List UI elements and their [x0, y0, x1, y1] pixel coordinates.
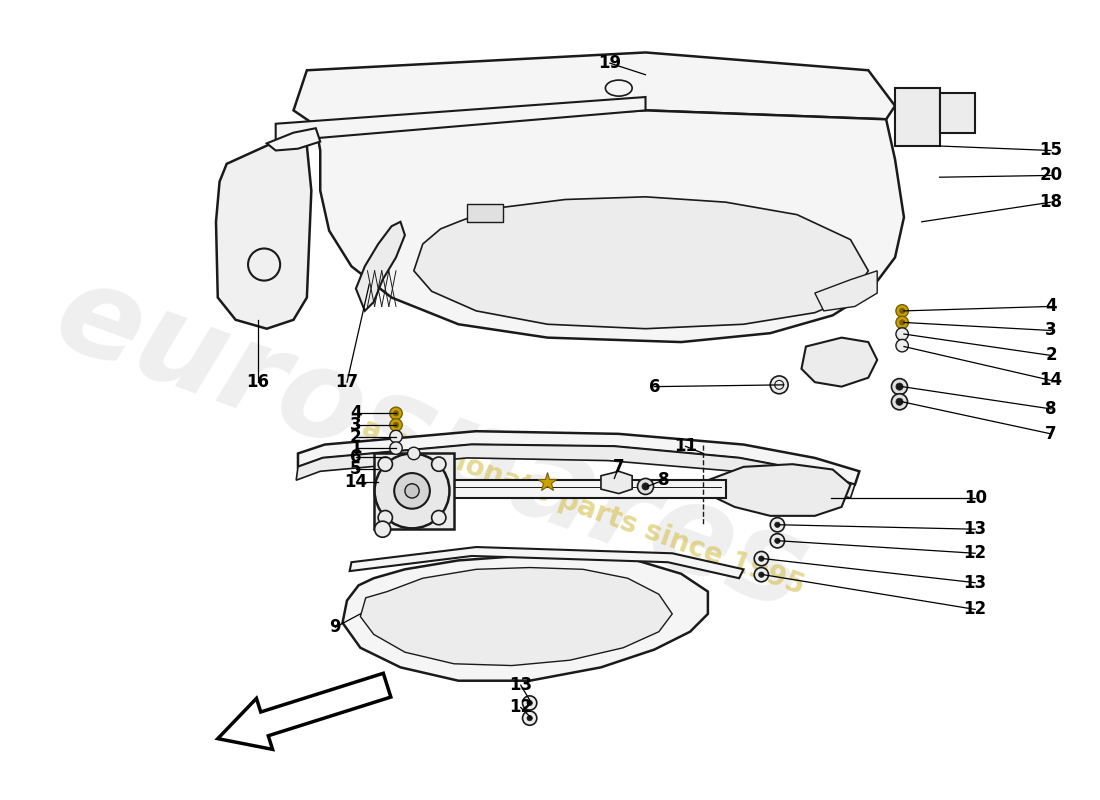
Circle shape: [900, 308, 905, 314]
Text: 5: 5: [350, 460, 362, 478]
Text: 4: 4: [1045, 298, 1057, 315]
Polygon shape: [708, 464, 850, 516]
Circle shape: [389, 418, 403, 431]
Text: 7: 7: [613, 458, 625, 476]
Circle shape: [527, 715, 532, 721]
Text: 12: 12: [509, 698, 532, 717]
Text: a passionate parts since 1995: a passionate parts since 1995: [358, 414, 808, 600]
Text: 4: 4: [350, 404, 362, 422]
Circle shape: [394, 473, 430, 509]
Circle shape: [431, 457, 446, 471]
Circle shape: [431, 510, 446, 525]
Polygon shape: [342, 556, 708, 681]
Text: 8: 8: [1045, 400, 1057, 418]
Circle shape: [638, 478, 653, 494]
Text: 2: 2: [1045, 346, 1057, 365]
Polygon shape: [815, 270, 877, 311]
Circle shape: [895, 339, 909, 352]
Text: 18: 18: [1040, 193, 1063, 211]
Circle shape: [770, 534, 784, 548]
Circle shape: [408, 447, 420, 460]
Circle shape: [774, 522, 780, 527]
Circle shape: [522, 711, 537, 726]
Polygon shape: [468, 204, 503, 222]
Circle shape: [522, 696, 537, 710]
Circle shape: [895, 383, 903, 390]
Circle shape: [389, 442, 403, 454]
Circle shape: [891, 394, 908, 410]
Text: 13: 13: [509, 676, 532, 694]
Polygon shape: [802, 338, 877, 386]
Circle shape: [389, 407, 403, 420]
Circle shape: [394, 410, 398, 416]
Polygon shape: [361, 567, 672, 666]
Polygon shape: [276, 97, 646, 142]
Text: 16: 16: [246, 373, 270, 391]
Circle shape: [755, 567, 769, 582]
Circle shape: [759, 572, 764, 578]
Circle shape: [770, 376, 788, 394]
Text: 3: 3: [350, 416, 362, 434]
Text: 13: 13: [964, 520, 987, 538]
Polygon shape: [350, 547, 744, 578]
Text: 1: 1: [350, 439, 362, 457]
Polygon shape: [298, 431, 859, 485]
Circle shape: [895, 398, 903, 406]
Polygon shape: [316, 110, 904, 342]
Text: eurospares: eurospares: [40, 253, 824, 637]
Text: 10: 10: [964, 489, 987, 507]
Circle shape: [895, 328, 909, 340]
Circle shape: [759, 556, 764, 562]
FancyArrow shape: [218, 674, 390, 750]
Circle shape: [527, 700, 532, 706]
Text: 12: 12: [964, 544, 987, 562]
Text: 8: 8: [658, 471, 669, 490]
Circle shape: [375, 454, 450, 528]
Circle shape: [891, 378, 908, 394]
Polygon shape: [267, 128, 320, 150]
Circle shape: [378, 510, 393, 525]
Circle shape: [389, 430, 403, 442]
Text: 13: 13: [964, 574, 987, 592]
Circle shape: [895, 316, 909, 329]
Text: 7: 7: [1045, 425, 1057, 443]
Text: 14: 14: [1040, 371, 1063, 390]
Text: 14: 14: [344, 473, 367, 491]
Circle shape: [394, 422, 398, 428]
Polygon shape: [374, 454, 454, 530]
Circle shape: [895, 305, 909, 317]
Text: 11: 11: [674, 438, 697, 455]
Text: 19: 19: [598, 54, 622, 72]
Circle shape: [900, 320, 905, 325]
Text: 9: 9: [330, 618, 341, 636]
Text: 3: 3: [1045, 322, 1057, 339]
Circle shape: [642, 483, 649, 490]
Circle shape: [770, 518, 784, 532]
Text: 6: 6: [649, 378, 660, 396]
Polygon shape: [356, 222, 405, 311]
Polygon shape: [296, 445, 855, 498]
Circle shape: [774, 538, 780, 543]
Polygon shape: [895, 88, 939, 146]
Text: 2: 2: [350, 427, 362, 446]
Polygon shape: [939, 93, 976, 133]
Text: 12: 12: [964, 601, 987, 618]
Polygon shape: [414, 197, 868, 329]
Text: 15: 15: [1040, 142, 1063, 159]
Polygon shape: [601, 471, 632, 494]
Text: 20: 20: [1040, 166, 1063, 185]
Polygon shape: [294, 53, 895, 126]
Circle shape: [405, 484, 419, 498]
Text: 17: 17: [336, 373, 359, 391]
Polygon shape: [216, 142, 311, 329]
Polygon shape: [414, 480, 726, 498]
Circle shape: [755, 551, 769, 566]
Circle shape: [378, 457, 393, 471]
Text: 6: 6: [350, 448, 362, 466]
Circle shape: [375, 521, 390, 538]
